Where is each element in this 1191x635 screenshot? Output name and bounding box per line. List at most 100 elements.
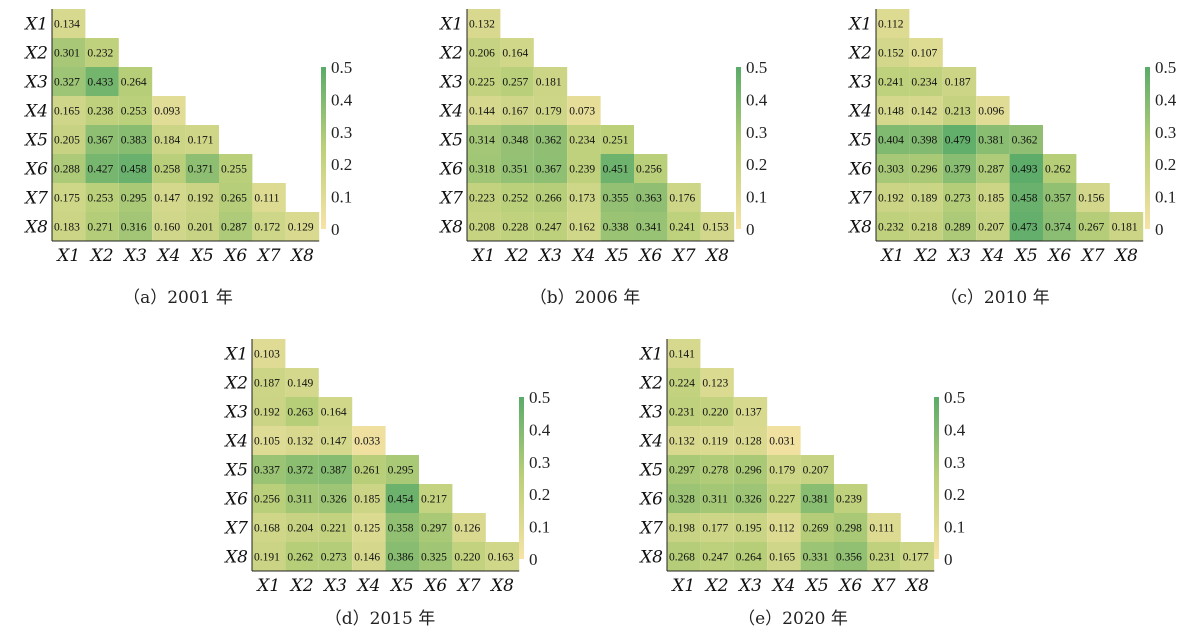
cell-value-label: 0.351	[502, 164, 528, 176]
heatmap-cell	[252, 455, 286, 484]
column-label: X8	[704, 246, 729, 266]
heatmap-cell	[800, 542, 834, 571]
cell-value-label: 0.255	[221, 164, 247, 176]
heatmap-cell	[219, 154, 253, 183]
heatmap-cell	[152, 154, 186, 183]
cell-value-label: 0.160	[154, 222, 180, 234]
cell-value-label: 0.239	[569, 164, 595, 176]
cell-value-label: 0.247	[702, 552, 728, 564]
cell-value-label: 0.372	[287, 465, 313, 477]
heatmap-cell	[700, 455, 734, 484]
cell-value-label: 0.301	[54, 48, 80, 60]
column-label: X8	[904, 576, 929, 596]
heatmap-cell	[52, 96, 86, 125]
cell-value-label: 0.381	[803, 494, 829, 506]
cell-value-label: 0.144	[469, 106, 495, 118]
heatmap-cell	[800, 513, 834, 542]
cell-value-label: 0.363	[636, 193, 662, 205]
cell-value-label: 0.164	[321, 407, 347, 419]
heatmap-cell	[876, 9, 910, 38]
heatmap-cell	[567, 183, 601, 212]
heatmap-cell	[485, 542, 520, 571]
colorbar-tick-label: 0.5	[529, 388, 550, 407]
heatmap-cell	[219, 212, 253, 241]
colorbar-tick-label: 0.2	[529, 485, 550, 504]
row-label: X5	[438, 131, 463, 151]
cell-value-label: 0.184	[154, 135, 180, 147]
panel-caption: （c）2010 年	[940, 288, 1049, 308]
cell-value-label: 0.256	[636, 164, 662, 176]
cell-value-label: 0.355	[603, 193, 629, 205]
cell-value-label: 0.142	[911, 106, 937, 118]
cell-value-label: 0.152	[878, 48, 904, 60]
row-label: X8	[638, 548, 663, 568]
column-label: X7	[456, 576, 481, 596]
heatmap-cell	[85, 38, 119, 67]
colorbar-tick-label: 0.4	[944, 420, 966, 439]
heatmap-cell	[85, 183, 119, 212]
heatmap-cell	[1109, 212, 1144, 241]
cell-value-label: 0.241	[669, 222, 695, 234]
row-label: X8	[438, 218, 463, 238]
cell-value-label: 0.341	[636, 222, 662, 234]
heatmap-cell	[909, 67, 943, 96]
cell-value-label: 0.225	[469, 77, 495, 89]
row-label: X2	[847, 44, 872, 64]
heatmap-cell	[567, 96, 601, 125]
cell-value-label: 0.126	[454, 523, 480, 535]
heatmap-cell	[352, 455, 386, 484]
row-label: X4	[438, 102, 463, 122]
heatmap-cell	[876, 67, 910, 96]
heatmap-cell	[909, 38, 943, 67]
cell-value-label: 0.141	[669, 349, 695, 361]
column-label: X2	[289, 576, 314, 596]
colorbar-tick-label: 0.4	[1155, 90, 1177, 109]
cell-value-label: 0.206	[469, 48, 495, 60]
heatmap-cell	[667, 183, 701, 212]
column-label: X1	[55, 246, 80, 266]
heatmap-cell	[385, 542, 419, 571]
column-label: X1	[255, 576, 280, 596]
column-label: X6	[1046, 246, 1071, 266]
cell-value-label: 0.331	[803, 552, 829, 564]
heatmap-cell	[700, 542, 734, 571]
row-label: X5	[638, 461, 663, 481]
heatmap-cell	[252, 513, 286, 542]
heatmap-cell	[867, 542, 901, 571]
row-label: X4	[847, 102, 872, 122]
heatmap-cell	[352, 426, 386, 455]
cell-value-label: 0.125	[354, 523, 380, 535]
cell-value-label: 0.232	[878, 222, 904, 234]
heatmap-cell	[767, 484, 801, 513]
cell-value-label: 0.112	[769, 523, 795, 535]
cell-value-label: 0.473	[1012, 222, 1038, 234]
heatmap-cell	[285, 212, 320, 241]
cell-value-label: 0.232	[87, 48, 113, 60]
row-label: X3	[638, 403, 663, 423]
heatmap-cell	[1009, 125, 1043, 154]
heatmap-cell	[700, 513, 734, 542]
cell-value-label: 0.256	[254, 494, 280, 506]
cell-value-label: 0.278	[702, 465, 728, 477]
row-label: X7	[438, 189, 463, 209]
cell-value-label: 0.192	[878, 193, 904, 205]
cell-value-label: 0.179	[536, 106, 562, 118]
heatmap-cell	[252, 183, 286, 212]
heatmap-cell	[500, 212, 534, 241]
heatmap-cell	[352, 484, 386, 513]
column-label: X4	[355, 576, 380, 596]
heatmap-cell	[385, 455, 419, 484]
cell-value-label: 0.314	[469, 135, 495, 147]
column-label: X7	[671, 246, 696, 266]
row-label: X1	[638, 345, 663, 365]
cell-value-label: 0.234	[911, 77, 937, 89]
heatmap-cell	[800, 455, 834, 484]
colorbar-tick-label: 0.3	[944, 453, 965, 472]
heatmap-cell	[252, 397, 286, 426]
cell-value-label: 0.213	[945, 106, 971, 118]
row-label: X6	[223, 490, 248, 510]
cell-value-label: 0.207	[803, 465, 829, 477]
heatmap-cell	[185, 154, 219, 183]
heatmap-cell	[467, 38, 501, 67]
heatmap-cell	[118, 154, 153, 183]
